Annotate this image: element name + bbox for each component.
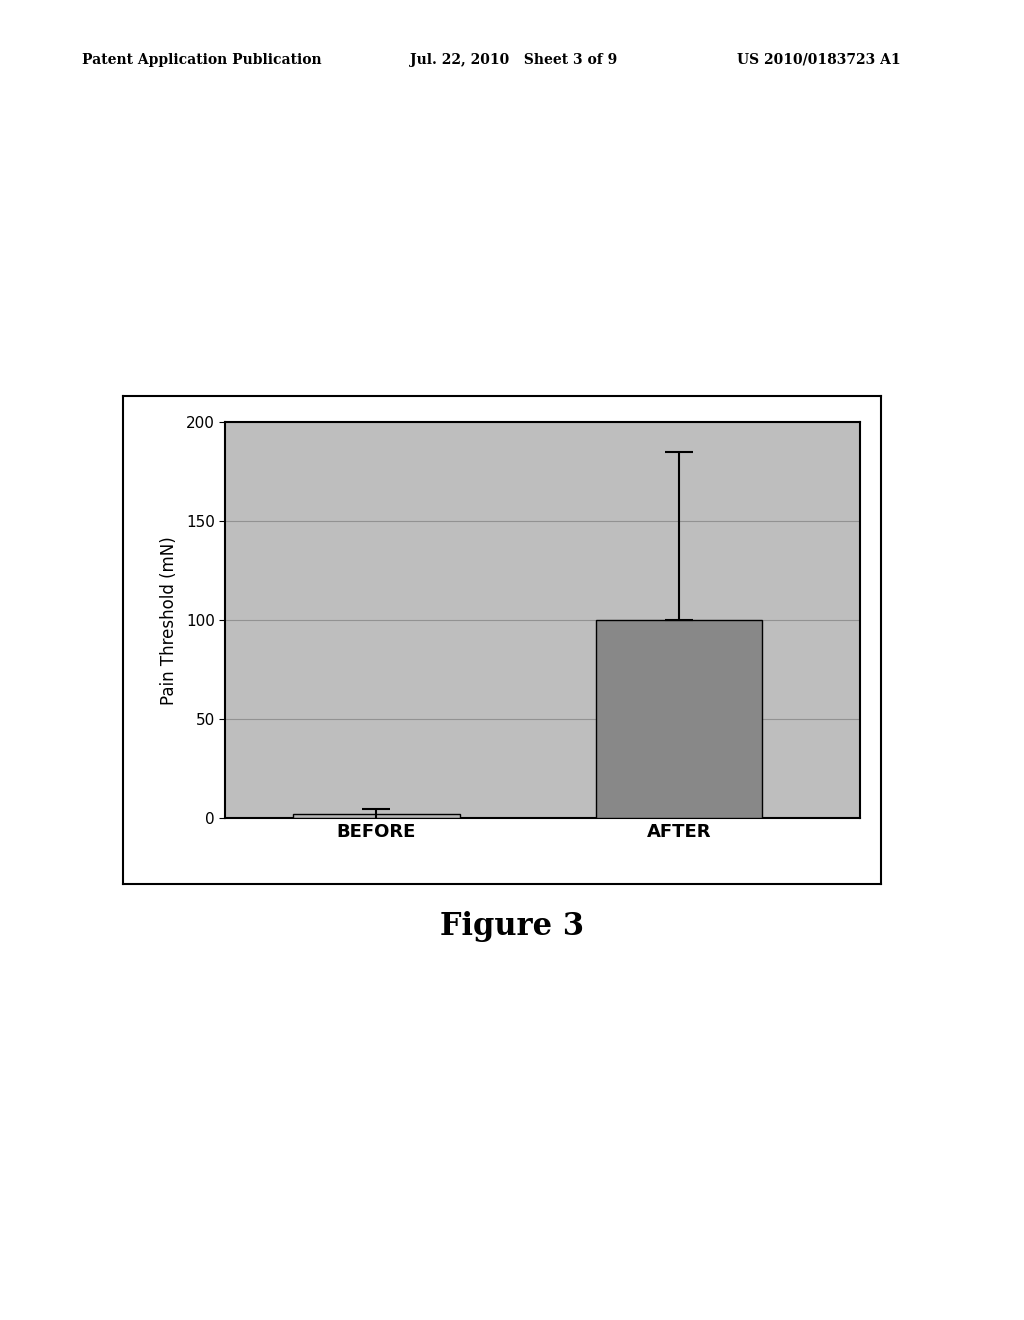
Text: US 2010/0183723 A1: US 2010/0183723 A1 [737,53,901,67]
Text: Figure 3: Figure 3 [440,911,584,941]
Bar [293,814,460,818]
Y-axis label: Pain Threshold (mN): Pain Threshold (mN) [160,536,177,705]
Text: Jul. 22, 2010   Sheet 3 of 9: Jul. 22, 2010 Sheet 3 of 9 [410,53,616,67]
Text: Patent Application Publication: Patent Application Publication [82,53,322,67]
Bar [596,620,762,818]
